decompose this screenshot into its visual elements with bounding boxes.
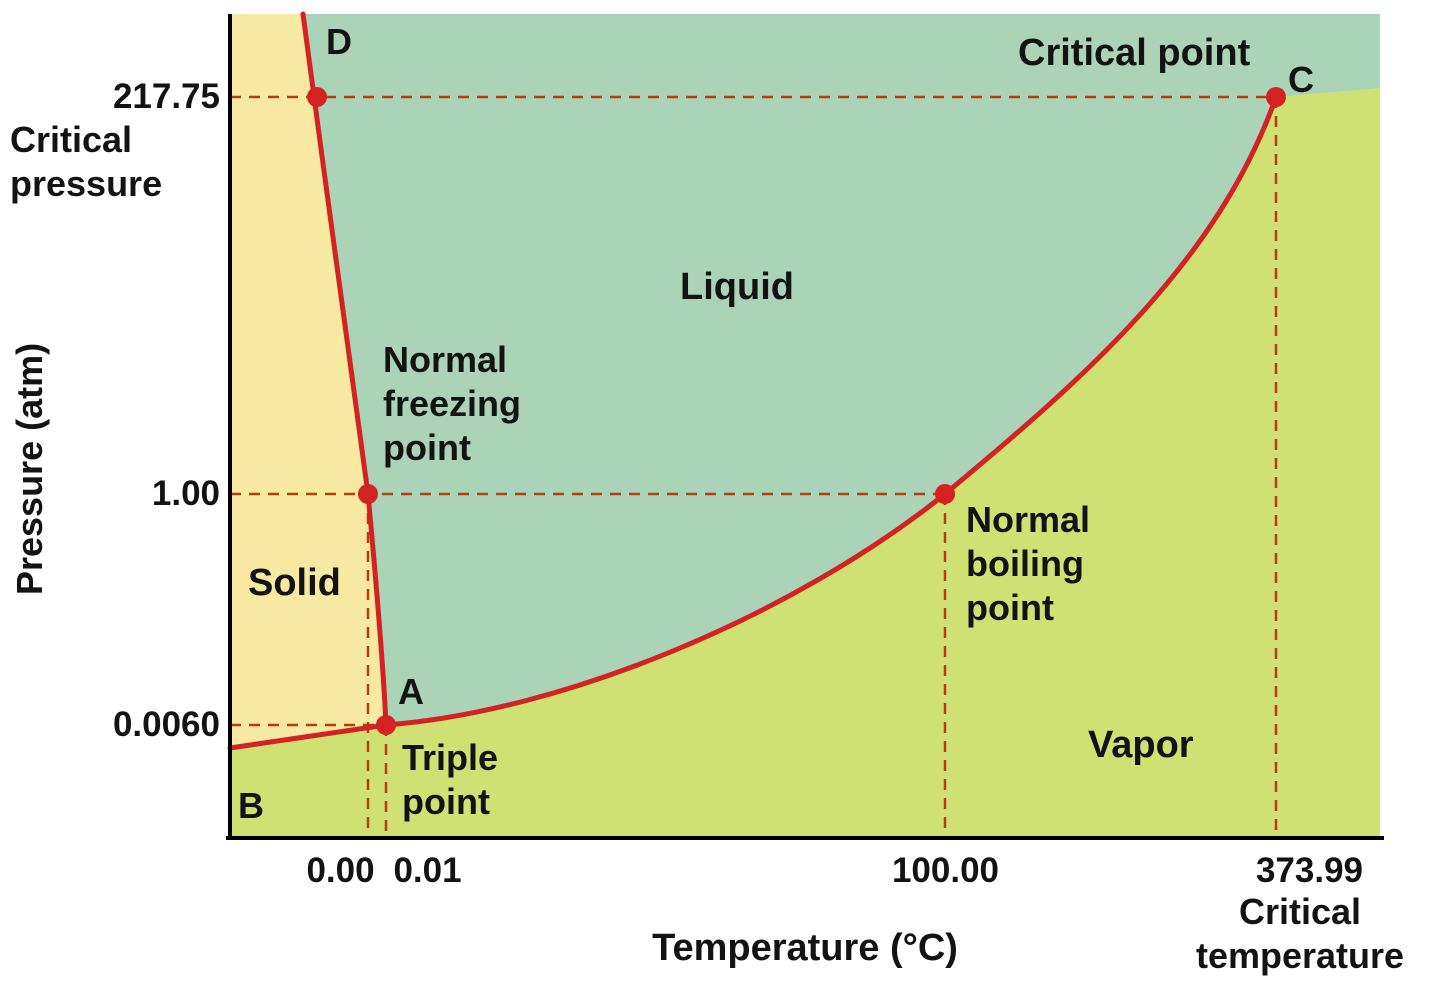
normal-boiling-label: Normal boiling point xyxy=(966,499,1091,628)
x-tick-373-99: 373.99 xyxy=(1255,851,1364,890)
y-tick-0-0060: 0.0060 xyxy=(112,705,220,744)
liquid-region xyxy=(303,14,1380,725)
point-c-label: C xyxy=(1288,59,1314,100)
critical-pressure-dot xyxy=(307,87,327,107)
normal-boiling-dot xyxy=(935,484,955,504)
point-d-label: D xyxy=(326,21,352,62)
y-tick-217-75: 217.75 xyxy=(112,77,220,116)
critical-point-dot xyxy=(1266,87,1286,107)
critical-temperature-caption: Critical temperature xyxy=(1195,891,1405,976)
solid-region xyxy=(230,14,386,748)
triple-point-label: Triple point xyxy=(402,737,499,822)
critical-pressure-caption: Critical pressure xyxy=(10,119,163,204)
liquid-region-label: Liquid xyxy=(680,266,794,308)
point-a-label: A xyxy=(398,671,424,712)
y-tick-1-00: 1.00 xyxy=(151,474,220,513)
guide-lines xyxy=(230,95,1278,838)
vapor-region-label: Vapor xyxy=(1088,724,1194,766)
x-tick-0-01: 0.01 xyxy=(393,851,462,890)
point-b-label: B xyxy=(238,785,264,826)
x-tick-0-00: 0.00 xyxy=(306,851,375,890)
y-axis-title: Pressure (atm) xyxy=(9,342,51,596)
normal-freezing-label: Normal freezing point xyxy=(383,339,522,468)
fusion-curve xyxy=(300,11,389,728)
axes-lines xyxy=(226,14,1384,840)
solid-region-label: Solid xyxy=(248,562,341,604)
normal-freezing-dot xyxy=(358,484,378,504)
point-dots xyxy=(307,87,1286,735)
triple-point-dot xyxy=(376,715,396,735)
x-axis-title: Temperature (°C) xyxy=(652,927,958,969)
sublimation-curve xyxy=(227,722,389,751)
critical-point-label: Critical point xyxy=(1018,32,1251,74)
x-tick-100-00: 100.00 xyxy=(891,851,1000,890)
